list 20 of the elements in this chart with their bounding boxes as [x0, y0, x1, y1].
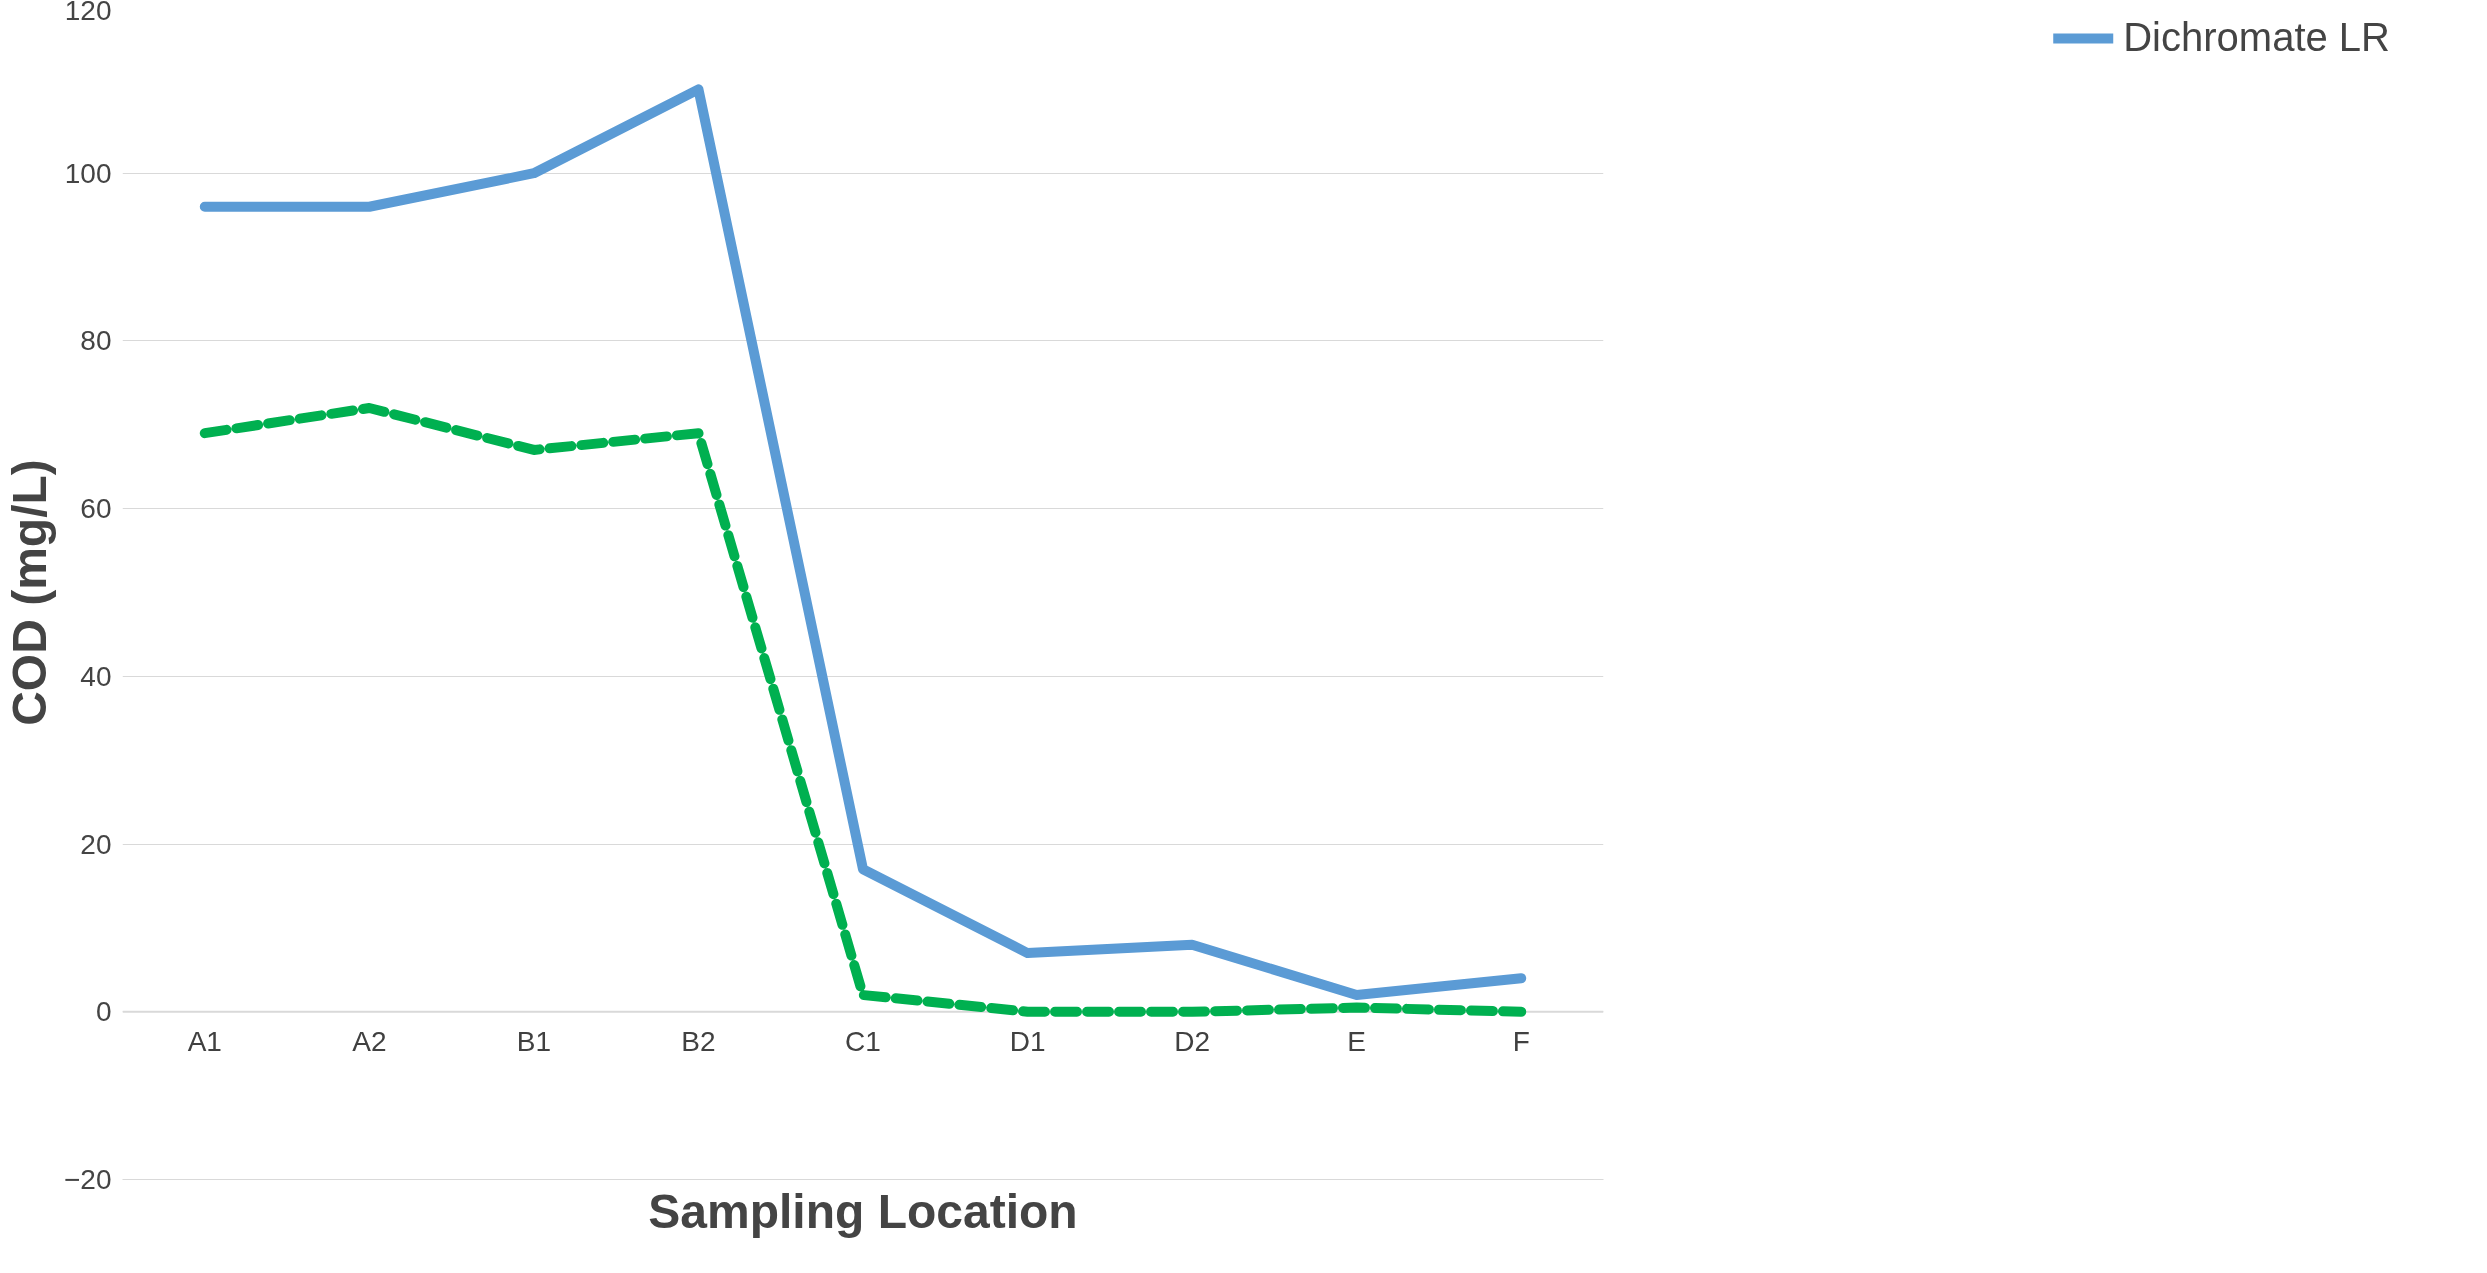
y-tick-label: 80 — [80, 325, 112, 357]
y-tick-label: 20 — [80, 828, 112, 860]
x-tick-label: B1 — [516, 1025, 552, 1057]
y-axis-title: COD (mg/L) — [3, 459, 56, 726]
x-tick-label: F — [1512, 1025, 1530, 1057]
x-tick-label: D1 — [1009, 1025, 1046, 1057]
x-tick-label: A2 — [352, 1025, 387, 1057]
y-tick-label: 60 — [80, 493, 112, 525]
y-tick-label: 0 — [95, 996, 112, 1028]
legend-label: Dichromate LR — [2123, 15, 2390, 60]
x-axis-title: Sampling Location — [648, 1184, 1078, 1238]
x-tick-label: B2 — [681, 1025, 716, 1057]
x-tick-label: E — [1347, 1025, 1367, 1057]
x-tick-label: C1 — [845, 1025, 881, 1057]
y-tick-label: 120 — [64, 0, 112, 26]
y-tick-label: 100 — [64, 157, 112, 189]
x-tick-label: A1 — [187, 1025, 222, 1057]
x-tick-label: D2 — [1174, 1025, 1211, 1057]
y-tick-label: −20 — [64, 1164, 112, 1195]
y-tick-label: 40 — [80, 660, 112, 692]
